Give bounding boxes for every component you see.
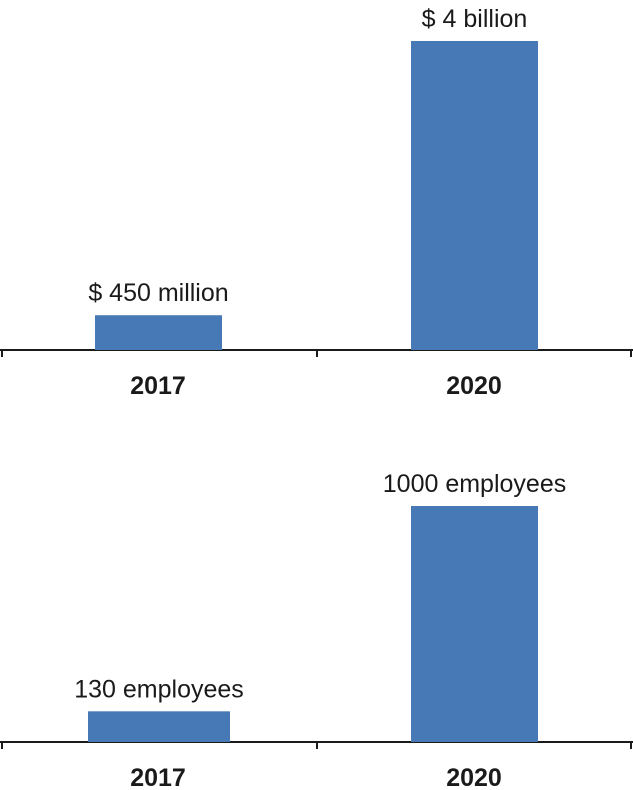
bar-2017 [88, 711, 230, 742]
data-label-2020: 1000 employees [383, 470, 566, 498]
revenue-chart: $ 450 million 2017 $ 4 billion 2020 [0, 5, 633, 400]
data-label-2020: $ 4 billion [422, 5, 528, 33]
employees-chart: 130 employees 2017 1000 employees 2020 [0, 405, 633, 790]
employees-chart-svg: 130 employees 2017 1000 employees 2020 [0, 470, 633, 790]
data-label-2017: 130 employees [74, 675, 244, 703]
category-label-2017: 2017 [130, 372, 186, 400]
bar-2020 [411, 506, 538, 742]
revenue-chart-svg: $ 450 million 2017 $ 4 billion 2020 [0, 5, 633, 400]
bar-2017 [95, 315, 222, 350]
category-label-2017: 2017 [130, 764, 186, 790]
data-label-2017: $ 450 million [88, 279, 228, 307]
category-label-2020: 2020 [446, 372, 502, 400]
bar-2020 [411, 41, 538, 350]
category-label-2020: 2020 [446, 764, 502, 790]
